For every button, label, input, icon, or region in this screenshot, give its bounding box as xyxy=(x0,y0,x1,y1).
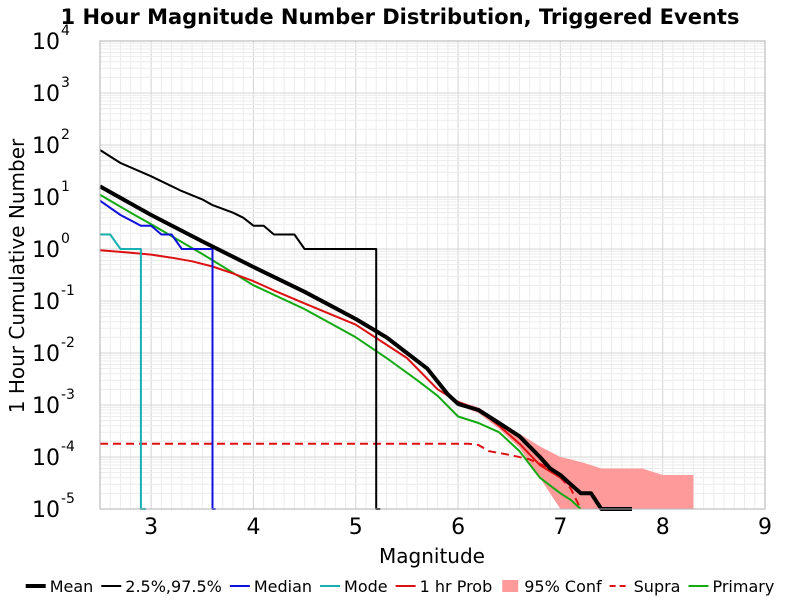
legend-label-mode: Mode xyxy=(344,577,388,596)
y-tick-exponent: -2 xyxy=(61,335,75,351)
legend-label-95-conf: 95% Conf xyxy=(524,577,602,596)
series-2-5-97-5-line xyxy=(99,149,381,510)
x-tick-label: 4 xyxy=(246,515,260,540)
y-tick-label: 10 xyxy=(32,30,60,55)
y-tick-label: 10 xyxy=(32,186,60,211)
x-tick-label: 9 xyxy=(758,515,772,540)
chart-title: 1 Hour Magnitude Number Distribution, Tr… xyxy=(61,5,740,29)
plot-frame xyxy=(99,40,766,510)
y-tick-label: 10 xyxy=(32,82,60,107)
x-tick-label: 3 xyxy=(144,515,158,540)
series-1-hr-prob-line xyxy=(99,249,582,495)
legend-label-median: Median xyxy=(254,577,312,596)
y-tick-exponent: 2 xyxy=(61,127,70,143)
y-tick-exponent: -3 xyxy=(61,387,75,403)
x-axis-label: Magnitude xyxy=(379,544,485,568)
x-tick-label: 8 xyxy=(656,515,670,540)
x-axis-ticks: 3 4 5 6 7 8 9 xyxy=(144,515,772,540)
legend-label-supra: Supra xyxy=(634,577,681,596)
y-tick-exponent: 1 xyxy=(61,179,70,195)
y-tick-label: 10 xyxy=(32,446,60,471)
series-layer xyxy=(99,149,694,511)
x-tick-label: 5 xyxy=(349,515,363,540)
plot-background xyxy=(100,41,765,509)
series-supra-line xyxy=(100,442,582,510)
series-mean-line xyxy=(99,184,632,511)
grid xyxy=(99,41,766,510)
y-tick-exponent: -4 xyxy=(61,439,75,455)
legend-label-1-hr-prob: 1 hr Prob xyxy=(420,577,493,596)
x-tick-label: 7 xyxy=(553,515,567,540)
legend: Mean 2.5%,97.5% Median Mode 1 hr Prob 95% Con… xyxy=(25,577,774,596)
y-tick-exponent: 0 xyxy=(61,231,70,247)
y-tick-label: 10 xyxy=(32,238,60,263)
y-tick-label: 10 xyxy=(32,394,60,419)
plot-border xyxy=(99,40,766,510)
series-95-conf-band xyxy=(458,400,694,509)
y-tick-label: 10 xyxy=(32,342,60,367)
y-tick-label: 10 xyxy=(32,290,60,315)
series-median-line xyxy=(99,199,216,510)
y-axis-label: 1 Hour Cumulative Number xyxy=(5,138,29,413)
legend-swatch-95-conf xyxy=(502,580,519,592)
legend-label-mean: Mean xyxy=(50,577,94,596)
y-tick-exponent: -5 xyxy=(61,491,75,507)
y-tick-label: 10 xyxy=(32,134,60,159)
y-tick-exponent: 3 xyxy=(61,75,70,91)
y-tick-exponent: -1 xyxy=(61,283,75,299)
y-tick-exponent: 4 xyxy=(61,23,70,39)
legend-label-primary: Primary xyxy=(712,577,774,596)
plot-area xyxy=(100,41,765,509)
legend-label-2-5-97-5: 2.5%,97.5% xyxy=(125,577,222,596)
y-tick-label: 10 xyxy=(32,498,60,523)
x-tick-label: 6 xyxy=(451,515,465,540)
